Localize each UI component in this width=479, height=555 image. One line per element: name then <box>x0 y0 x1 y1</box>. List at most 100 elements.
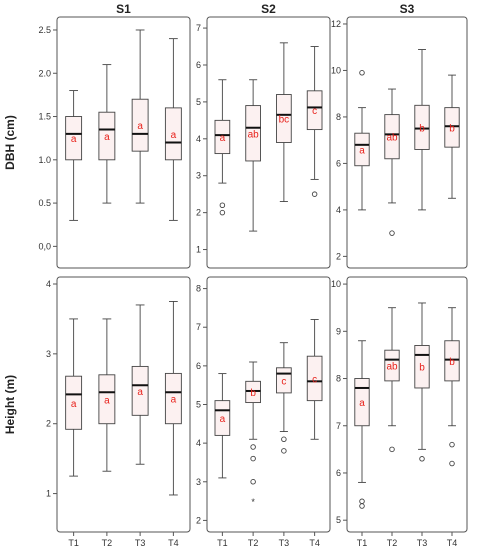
panel-s1-height-y-tick-label: 1 <box>46 489 51 499</box>
panel-s3-height-frame <box>346 276 468 533</box>
panel-s3-dbh-y-tick-label: 10 <box>331 65 341 75</box>
panel-s2-dbh-y-tick-label: 3 <box>196 171 201 181</box>
panel-s2-dbh-box-t2-iqr <box>245 105 261 162</box>
panel-s2-height-box-t3-outlier-point <box>281 448 287 454</box>
panel-s1-dbh-y-tick-label: 1.0 <box>38 155 51 165</box>
panel-s1-dbh-y-tick-label: 0.5 <box>38 198 51 208</box>
panel-s3-dbh-y-tick-label: 6 <box>336 158 341 168</box>
panel-s3-height-box-t3-iqr <box>414 345 430 389</box>
panel-s1-height-box-t2-significance-label: a <box>104 395 110 406</box>
panel-s3-dbh-box-t2-outlier-point <box>389 230 395 236</box>
panel-s2-height-x-tick-label-t4: T4 <box>309 538 320 548</box>
panel-s3-height-y-tick-label: 10 <box>331 279 341 289</box>
panel-s3-dbh-y-tick-label: 4 <box>336 205 341 215</box>
panel-s2-dbh-box-t1-outlier-point <box>219 209 226 216</box>
panel-s2-dbh-y-tick-label: 4 <box>196 134 201 144</box>
panel-s3-height-box-t1-significance-label: a <box>359 398 365 409</box>
panel-s2-dbh-box-t1-outlier-point <box>219 202 226 208</box>
panel-s1-height-x-tick-label-t2: T2 <box>102 538 113 548</box>
panel-s3-height-x-tick-label-t1: T1 <box>357 538 368 548</box>
panel-s3-dbh-box-t4-iqr <box>444 107 460 148</box>
panel-s2-height-y-tick-label: 2 <box>196 515 201 525</box>
panel-s2-height-box-t3-significance-label: c <box>281 376 286 387</box>
panel-s1-height-box-t4-iqr <box>164 372 182 425</box>
panel-s3-height-y-tick-label: 8 <box>336 374 341 384</box>
panel-s2-height-y-tick-label: 3 <box>196 477 201 487</box>
panel-s2-dbh-box-t4-outlier-point <box>311 191 318 197</box>
panel-s3-height-box-t1-outlier-point <box>359 503 365 509</box>
panel-s1-height-x-tick-label-t1: T1 <box>68 538 79 548</box>
panel-s3-dbh-box-t3-significance-label: b <box>419 123 425 134</box>
panel-s1-height-box-t1-significance-label: a <box>71 399 77 410</box>
panel-s2-height-box-t2-outlier-point <box>250 444 256 450</box>
panel-s2-height-box-t2-extreme-point: * <box>251 497 255 507</box>
column-title-s2: S2 <box>261 2 276 16</box>
panel-s1-height-frame <box>56 276 191 533</box>
row-label-dbh-cm: DBH (cm) <box>3 115 17 170</box>
panel-s1-height-box-t1-iqr <box>65 375 83 430</box>
panel-s1-height-box-t4-significance-label: a <box>171 395 177 406</box>
panel-s3-height-box-t2-significance-label: ab <box>386 362 398 373</box>
panel-s3-height-box-t4-iqr <box>444 340 460 382</box>
panel-s2-height-box-t4-iqr <box>306 355 323 402</box>
panel-s1-height-y-tick-label: 3 <box>46 349 51 359</box>
panel-s3-height-y-tick-label: 6 <box>336 468 341 478</box>
panel-s1-dbh-box-t2-significance-label: a <box>104 132 110 143</box>
panel-s1-dbh-box-t4-significance-label: a <box>171 130 177 141</box>
panel-s2-height-box-t4-significance-label: c <box>312 374 317 385</box>
panel-s3-dbh-box-t4-significance-label: b <box>449 123 455 134</box>
panel-s1-height-y-tick-label: 4 <box>46 279 51 289</box>
panel-s1-height-box-t2-iqr <box>98 374 116 425</box>
panel-s2-height-y-tick-label: 6 <box>196 361 201 371</box>
panel-s2-dbh-box-t4-significance-label: c <box>312 106 317 117</box>
panel-s2-dbh-box-t3-iqr <box>276 94 292 143</box>
panel-s2-height-box-t2-significance-label: b <box>250 388 256 399</box>
panel-s1-height-x-tick-label-t3: T3 <box>135 538 146 548</box>
panel-s1-dbh-box-t4-iqr <box>164 107 182 161</box>
panel-s3-dbh-box-t2-significance-label: ab <box>386 133 398 144</box>
panel-s3-height-x-tick-label-t2: T2 <box>387 538 398 548</box>
panel-s3-height-x-tick-label-t3: T3 <box>417 538 428 548</box>
panel-s3-height-box-t3-significance-label: b <box>419 363 425 374</box>
panel-s3-height-box-t1-outlier-point <box>359 498 365 505</box>
panel-s2-height-x-tick-label-t3: T3 <box>279 538 290 548</box>
column-title-s3: S3 <box>400 2 415 16</box>
panel-s3-height-box-t2-outlier-point <box>389 446 395 453</box>
panel-s2-dbh-box-t1-significance-label: a <box>220 133 226 144</box>
panel-s2-height-y-tick-label: 7 <box>196 322 201 332</box>
panel-s3-dbh-box-t1-outlier-point <box>359 70 365 76</box>
panel-s1-dbh-y-tick-label: 0,0 <box>38 241 51 251</box>
panel-s3-height-box-t1-iqr <box>354 378 370 427</box>
panel-s2-dbh-y-tick-label: 5 <box>196 97 201 107</box>
panel-s1-dbh-box-t3-significance-label: a <box>137 121 143 132</box>
panel-s2-height-y-tick-label: 5 <box>196 400 201 410</box>
panel-s2-dbh-box-t3-significance-label: bc <box>279 115 290 126</box>
panel-s3-height-box-t2-iqr <box>384 349 400 382</box>
panel-s1-height-x-tick-label-t4: T4 <box>168 538 179 548</box>
panel-s3-dbh-y-tick-label: 8 <box>336 112 341 122</box>
panel-s1-height-box-t3-iqr <box>131 365 149 416</box>
panel-s2-height-box-t3-outlier-point <box>281 436 287 443</box>
panel-s3-dbh-y-tick-label: 12 <box>331 19 341 29</box>
panel-s2-dbh-y-tick-label: 7 <box>196 23 201 33</box>
panel-s3-dbh-box-t1-significance-label: a <box>359 145 365 156</box>
panel-s1-dbh-y-tick-label: 2.0 <box>38 68 51 78</box>
panel-s1-height-y-tick-label: 2 <box>46 419 51 429</box>
panel-s3-height-box-t3-outlier-point <box>419 456 425 462</box>
panel-s1-dbh-box-t3-iqr <box>131 98 149 152</box>
panel-s3-dbh-box-t1-iqr <box>354 132 370 167</box>
panel-s2-dbh-y-tick-label: 6 <box>196 60 201 70</box>
panel-s1-dbh-y-tick-label: 1.5 <box>38 112 51 122</box>
panel-s2-height-y-tick-label: 4 <box>196 438 201 448</box>
panel-s1-dbh-frame <box>56 16 191 269</box>
panel-s3-height-box-t4-outlier-point <box>449 460 455 467</box>
panel-s2-height-box-t2-outlier-point <box>250 479 256 485</box>
panel-s1-dbh-y-tick-label: 2.5 <box>38 25 51 35</box>
panel-s3-dbh-box-t3-iqr <box>414 104 430 150</box>
panel-s2-dbh-frame <box>206 16 331 269</box>
panel-s3-height-y-tick-label: 5 <box>336 515 341 525</box>
row-label-height-m: Height (m) <box>3 375 17 434</box>
panel-s2-dbh-y-tick-label: 2 <box>196 208 201 218</box>
